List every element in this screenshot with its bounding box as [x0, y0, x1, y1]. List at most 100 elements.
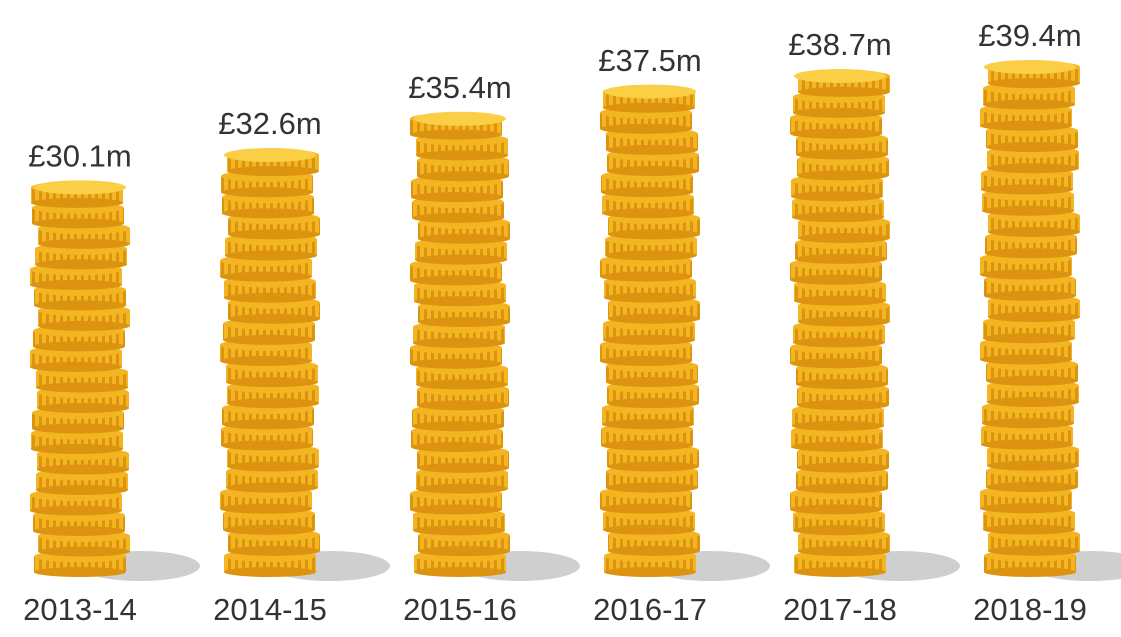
coin-edge: [220, 503, 312, 514]
x-tick-label: 2014-15: [213, 592, 327, 627]
coin-edge: [797, 170, 889, 181]
coin-edge: [798, 546, 890, 557]
coin-edge: [226, 377, 318, 388]
coin-edge: [38, 320, 130, 331]
coin-edge: [411, 442, 503, 453]
coin-edge: [984, 290, 1076, 301]
coin-top: [414, 111, 506, 126]
coin-edge: [223, 524, 315, 535]
coin-edge: [601, 440, 693, 451]
coin-edge: [794, 567, 886, 577]
coin-edge: [600, 123, 692, 134]
coin-edge: [418, 546, 510, 557]
coin-edge: [791, 191, 883, 202]
value-label: £37.5m: [598, 43, 701, 78]
coin-edge: [220, 271, 312, 282]
coin-edge: [791, 441, 883, 452]
coin-edge: [606, 482, 698, 493]
coin-edge: [413, 337, 505, 348]
value-label: £35.4m: [408, 70, 511, 105]
coin-edge: [412, 212, 504, 223]
coin-edge: [983, 333, 1075, 344]
coin-edge: [414, 567, 506, 577]
coin-edge: [602, 208, 694, 219]
coin-edge: [796, 149, 888, 160]
coin-edge: [987, 163, 1079, 174]
coin-edge: [797, 462, 889, 473]
coin-edge: [33, 525, 125, 536]
coin-edge: [793, 525, 885, 536]
coin-edge: [607, 398, 699, 409]
coin-edge: [226, 482, 318, 493]
coin-edge: [608, 545, 700, 556]
coin-edge: [607, 166, 699, 177]
coin-stack: [790, 69, 890, 577]
coin-edge: [35, 259, 127, 270]
x-tick-label: 2016-17: [593, 592, 707, 627]
coin-edge: [36, 484, 128, 495]
coin-edge: [798, 86, 890, 97]
coin-edge: [980, 354, 1072, 365]
coin-edge: [605, 250, 697, 261]
x-tick-label: 2018-19: [973, 592, 1087, 627]
coin-edge: [793, 337, 885, 348]
coin-edge: [793, 107, 885, 118]
coin-edge: [37, 464, 129, 475]
coin-stack: [980, 60, 1080, 577]
coin-top: [604, 84, 696, 99]
coin-edge: [31, 443, 123, 454]
coin-edge: [30, 279, 122, 290]
coin-edge: [607, 461, 699, 472]
coin-edge: [30, 505, 122, 516]
coin-edge: [228, 313, 320, 324]
coin-edge: [600, 355, 692, 366]
value-label: £39.4m: [978, 18, 1081, 53]
coin-edge: [415, 254, 507, 265]
coin-stack: [600, 84, 700, 577]
coin-edge: [417, 462, 509, 473]
coin-edge: [600, 271, 692, 282]
coin-edge: [980, 269, 1072, 280]
coin-edge: [798, 316, 890, 327]
x-tick-label: 2015-16: [403, 592, 517, 627]
coin-edge: [417, 400, 509, 411]
coin-edge: [410, 129, 502, 140]
coin-top: [984, 60, 1076, 74]
coin-edge: [418, 233, 510, 244]
coin-edge: [987, 460, 1079, 471]
coin-edge: [985, 248, 1077, 259]
coin-top: [794, 69, 886, 84]
coin-edge: [31, 197, 123, 208]
coin-edge: [986, 375, 1078, 386]
coin-edge: [606, 377, 698, 388]
coin-top: [34, 180, 126, 195]
coin-edge: [980, 120, 1072, 131]
coin-edge: [228, 545, 320, 556]
coin-edge: [410, 358, 502, 369]
coin-edge: [606, 144, 698, 155]
coin-edge: [225, 250, 317, 261]
coin-edge: [980, 503, 1072, 514]
coin-edge: [608, 229, 700, 240]
coin-edge: [790, 274, 882, 285]
coin-edge: [602, 419, 694, 430]
coin-edge: [603, 334, 695, 345]
coin-edge: [417, 171, 509, 182]
coin-edge: [608, 313, 700, 324]
coin-edge: [32, 218, 124, 229]
coin-edge: [221, 187, 313, 198]
coin-edge: [30, 361, 122, 372]
coin-edge: [416, 150, 508, 161]
coin-edge: [982, 205, 1074, 216]
coin-edge: [981, 439, 1073, 450]
coin-edge: [414, 296, 506, 307]
coin-edge: [418, 317, 510, 328]
coin-edge: [603, 102, 695, 113]
coin-edge: [412, 421, 504, 432]
coin-edge: [796, 379, 888, 390]
coin-edge: [798, 233, 890, 244]
coin-edge: [34, 300, 126, 311]
coin-edge: [37, 402, 129, 413]
coin-edge: [790, 358, 882, 369]
